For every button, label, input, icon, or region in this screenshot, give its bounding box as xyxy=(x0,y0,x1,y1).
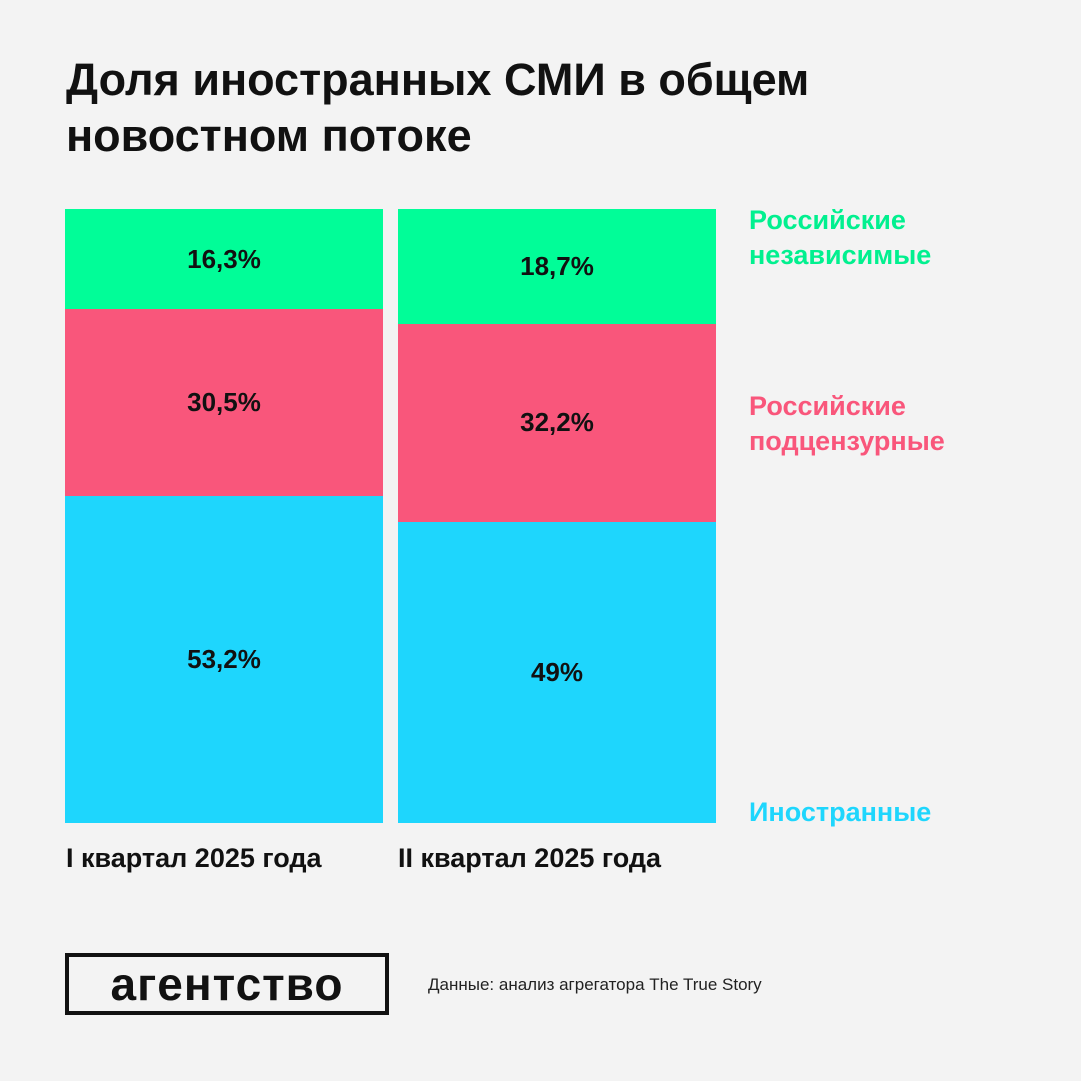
legend-item-independent: Российские независимые xyxy=(749,203,931,273)
source-note: Данные: анализ агрегатора The True Story xyxy=(428,975,762,994)
logo-text: агентство xyxy=(110,958,344,1010)
legend-censored-line-2: подцензурные xyxy=(749,426,945,456)
bar-segment-2-3: 18,7% xyxy=(398,209,716,324)
title-line-2: новостном потоке xyxy=(66,110,472,161)
bar-segment-1-3: 16,3% xyxy=(65,209,383,310)
legend-censored-line-1: Российские xyxy=(749,391,906,421)
data-label-2-2: 32,2% xyxy=(520,407,594,438)
agentstvo-logo: агентство xyxy=(65,953,389,1015)
data-label-1-2: 30,5% xyxy=(187,387,261,418)
legend-independent-line-2: независимые xyxy=(749,240,932,270)
data-label-1-3: 16,3% xyxy=(187,243,261,274)
chart-title: Доля иностранных СМИ в общем новостном п… xyxy=(66,52,966,164)
category-label-q2: II квартал 2025 года xyxy=(398,843,662,873)
legend-item-foreign: Иностранные xyxy=(749,795,931,830)
bar-segment-1-2: 30,5% xyxy=(65,309,383,497)
bar-segment-2-2: 32,2% xyxy=(398,323,716,522)
bar-1: 53,2% 30,5% 16,3% xyxy=(65,209,383,823)
title-line-1: Доля иностранных СМИ в общем xyxy=(66,54,810,105)
bar-2: 49% 32,2% 18,7% xyxy=(398,209,716,823)
legend-foreign-line-1: Иностранные xyxy=(749,797,932,827)
legend-independent-line-1: Российские xyxy=(749,205,906,235)
bar-segment-2-1: 49% xyxy=(398,521,716,823)
data-label-2-1: 49% xyxy=(530,656,584,687)
legend-item-censored: Российские подцензурные xyxy=(749,389,945,459)
data-label-1-1: 53,2% xyxy=(187,644,261,675)
bar-segment-1-1: 53,2% xyxy=(65,496,383,823)
data-label-2-3: 18,7% xyxy=(520,250,594,281)
category-label-q1: I квартал 2025 года xyxy=(66,843,322,873)
